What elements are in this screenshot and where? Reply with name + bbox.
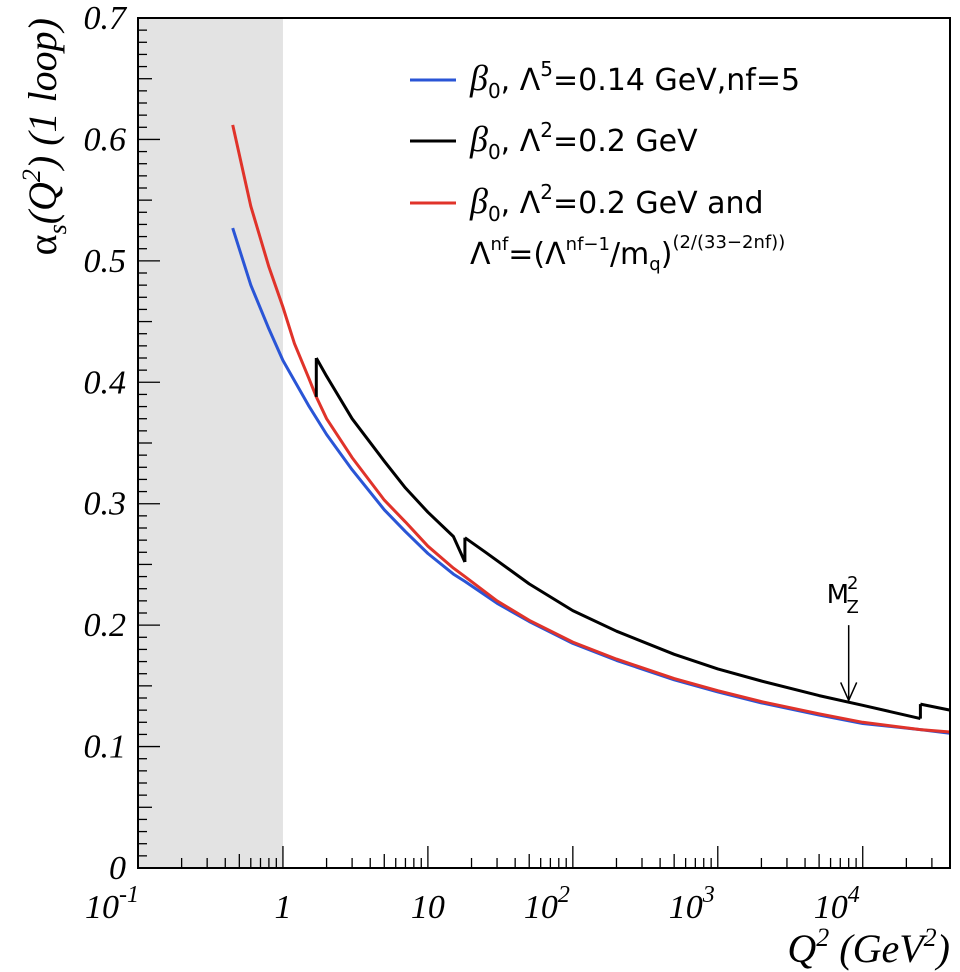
x-axis-title: Q2 (GeV2) <box>787 923 950 971</box>
shaded-region <box>138 18 283 868</box>
y-tick-label: 0.2 <box>84 607 127 644</box>
y-tick-label: 0.6 <box>84 121 127 158</box>
series-line-1-segment <box>920 702 951 712</box>
legend-entry-black: β0, Λ2=0.2 GeV <box>469 118 698 164</box>
x-tick-label: 102 <box>524 882 570 926</box>
mz-label: M2 Z <box>827 573 859 618</box>
x-tick-label: 1 <box>274 889 291 926</box>
mz-annotation: M2 Z <box>827 573 859 703</box>
x-tick-label: 103 <box>669 882 715 926</box>
series-line-1-segment <box>464 536 921 721</box>
y-tick-label: 0 <box>109 850 126 887</box>
y-tick-label: 0.3 <box>84 486 127 523</box>
legend-entry-red: β0, Λ2=0.2 GeV and <box>469 180 764 226</box>
series-line-2 <box>231 124 951 734</box>
series-line-0 <box>231 227 951 735</box>
minor-ticks <box>138 29 951 868</box>
plot-frame <box>137 17 951 869</box>
legend-entry-red-line2: Λnf=(Λnf−1/mq)(2/(33−2nf)) <box>470 232 785 275</box>
legend: β0, Λ5=0.14 GeV,nf=5 β0, Λ2=0.2 GeV β0, … <box>410 57 800 275</box>
x-tick-label: 104 <box>814 882 860 926</box>
y-tick-label: 0.4 <box>84 364 127 401</box>
legend-entry-blue: β0, Λ5=0.14 GeV,nf=5 <box>469 57 800 103</box>
x-tick-label: 10 <box>411 889 445 926</box>
y-axis-title: αs(Q2) (1 loop) <box>17 18 72 255</box>
y-tick-label: 0.5 <box>84 243 127 280</box>
x-tick-label: 10-1 <box>85 882 139 926</box>
y-tick-labels: 0 0.1 0.2 0.3 0.4 0.5 0.6 0.7 <box>84 0 129 887</box>
series-line-1-segment <box>314 357 467 563</box>
y-tick-label: 0.7 <box>84 0 129 37</box>
series-layer <box>231 124 951 735</box>
y-tick-label: 0.1 <box>84 729 127 766</box>
x-tick-labels: 10-1 1 10 102 103 104 <box>85 882 860 926</box>
arrow-head-icon <box>840 682 858 703</box>
